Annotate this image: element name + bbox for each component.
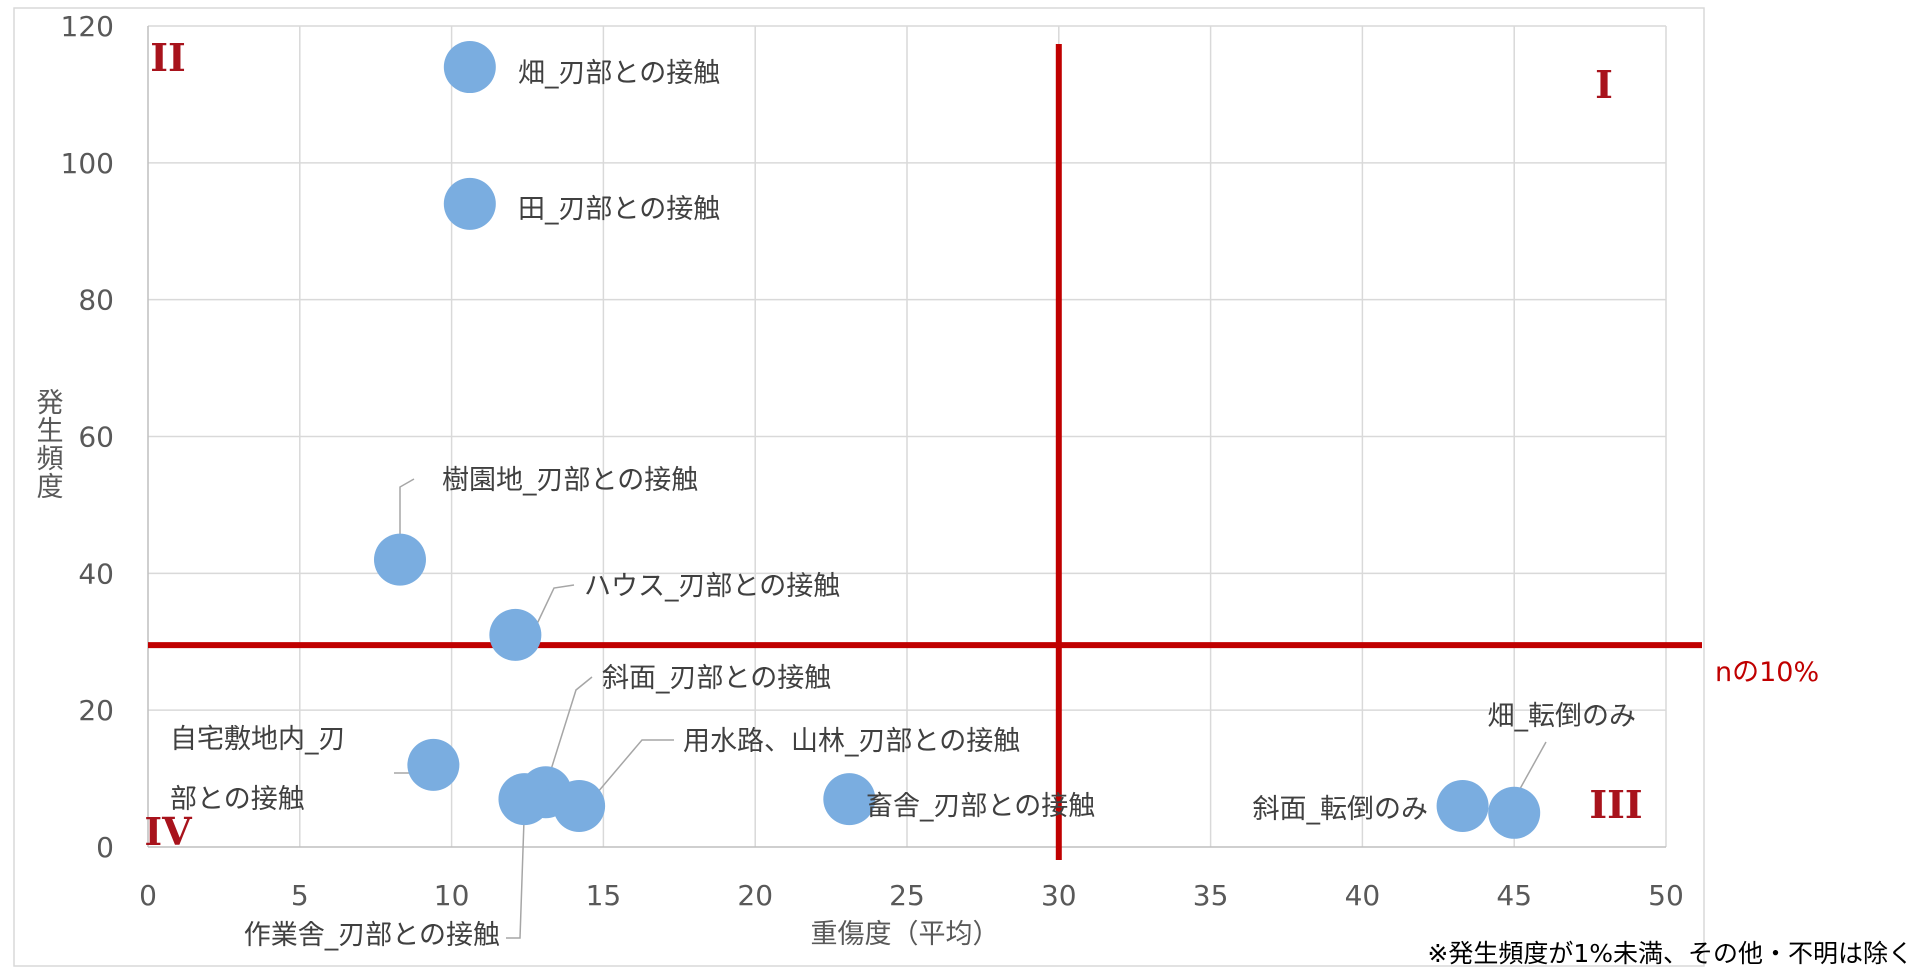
data-point — [407, 738, 460, 791]
x-tick-label: 0 — [139, 879, 157, 912]
y-tick-label: 0 — [96, 831, 114, 864]
y-axis-title-char: 発 — [37, 388, 64, 419]
data-label: 樹園地_刃部との接触 — [442, 465, 698, 496]
data-labels: 畑_刃部との接触田_刃部との接触樹園地_刃部との接触ハウス_刃部との接触自宅敷地… — [170, 58, 1636, 951]
data-label-line: 作業舎_刃部との接触 — [244, 920, 500, 951]
data-label-line: 斜面_転倒のみ — [1253, 794, 1429, 825]
y-tick-label: 20 — [78, 694, 114, 727]
data-point — [443, 177, 496, 230]
leader-line — [585, 739, 674, 807]
x-axis-title: 重傷度（平均） — [811, 919, 1000, 950]
leader-line — [506, 819, 525, 939]
y-axis-title-char: 頻 — [37, 444, 64, 475]
quadrant-label-III: III — [1589, 782, 1642, 827]
leader-line — [535, 584, 575, 627]
reference-line-label: nの10% — [1715, 657, 1819, 688]
data-label: 作業舎_刃部との接触 — [244, 920, 500, 951]
x-tick-label: 30 — [1041, 879, 1077, 912]
data-points — [373, 41, 1541, 839]
data-label: 畑_刃部との接触 — [518, 58, 720, 89]
y-tick-label: 80 — [78, 284, 114, 317]
y-axis-title-char: 生 — [37, 416, 64, 447]
data-label-line: 畑_刃部との接触 — [518, 58, 720, 89]
x-tick-label: 50 — [1648, 879, 1684, 912]
data-point — [443, 41, 496, 94]
x-tick-label: 20 — [737, 879, 773, 912]
y-axis-title: 発生頻度 — [37, 388, 64, 503]
data-label: 畜舎_刃部との接触 — [866, 791, 1095, 822]
x-tick-label: 15 — [586, 879, 622, 912]
data-label: 畑_転倒のみ — [1488, 701, 1637, 732]
y-tick-label: 60 — [78, 421, 114, 454]
leader-line — [548, 676, 593, 777]
data-point — [1488, 786, 1541, 839]
data-label-line: 畜舎_刃部との接触 — [866, 791, 1095, 822]
data-point — [553, 779, 606, 832]
y-axis-title-char: 度 — [37, 472, 64, 503]
x-tick-label: 25 — [889, 879, 925, 912]
x-tick-label: 5 — [291, 879, 309, 912]
quadrant-label-IV: IV — [144, 809, 193, 854]
data-point — [373, 533, 426, 586]
data-label-line: 斜面_刃部との接触 — [602, 663, 831, 694]
axes — [147, 26, 1666, 848]
data-point — [823, 773, 876, 826]
data-label-line: 樹園地_刃部との接触 — [442, 465, 698, 496]
y-tick-labels: 0 20 40 60 80 100 120 — [61, 10, 114, 864]
footnote: ※発生頻度が1%未満、その他・不明は除く — [1427, 939, 1913, 968]
data-label-line: 田_刃部との接触 — [518, 194, 720, 225]
y-tick-label: 120 — [61, 10, 114, 43]
y-tick-label: 40 — [78, 557, 114, 590]
data-label: 斜面_転倒のみ — [1253, 794, 1429, 825]
leader-line — [1515, 741, 1547, 797]
data-point — [1436, 779, 1489, 832]
data-label: 用水路、山林_刃部との接触 — [683, 726, 1020, 757]
x-tick-label: 10 — [434, 879, 470, 912]
data-label: 斜面_刃部との接触 — [602, 663, 831, 694]
data-label: 田_刃部との接触 — [518, 194, 720, 225]
x-tick-label: 40 — [1345, 879, 1381, 912]
data-label-line: ハウス_刃部との接触 — [584, 571, 840, 602]
quadrant-label-I: I — [1595, 62, 1613, 107]
quadrant-label-II: II — [150, 35, 186, 80]
data-point — [489, 608, 542, 661]
x-tick-label: 45 — [1496, 879, 1532, 912]
x-tick-labels: 0 5 10 15 20 25 30 35 40 45 50 — [139, 879, 1684, 912]
data-label: 自宅敷地内_刃部との接触 — [170, 724, 346, 815]
data-label-line: 畑_転倒のみ — [1488, 701, 1637, 732]
data-label-line: 用水路、山林_刃部との接触 — [683, 726, 1020, 757]
data-point — [498, 773, 551, 826]
x-tick-label: 35 — [1193, 879, 1229, 912]
data-label-line: 部との接触 — [170, 784, 305, 815]
data-label: ハウス_刃部との接触 — [584, 571, 840, 602]
reference-lines — [148, 44, 1702, 860]
y-tick-label: 100 — [61, 147, 114, 180]
data-label-line: 自宅敷地内_刃 — [170, 724, 346, 755]
